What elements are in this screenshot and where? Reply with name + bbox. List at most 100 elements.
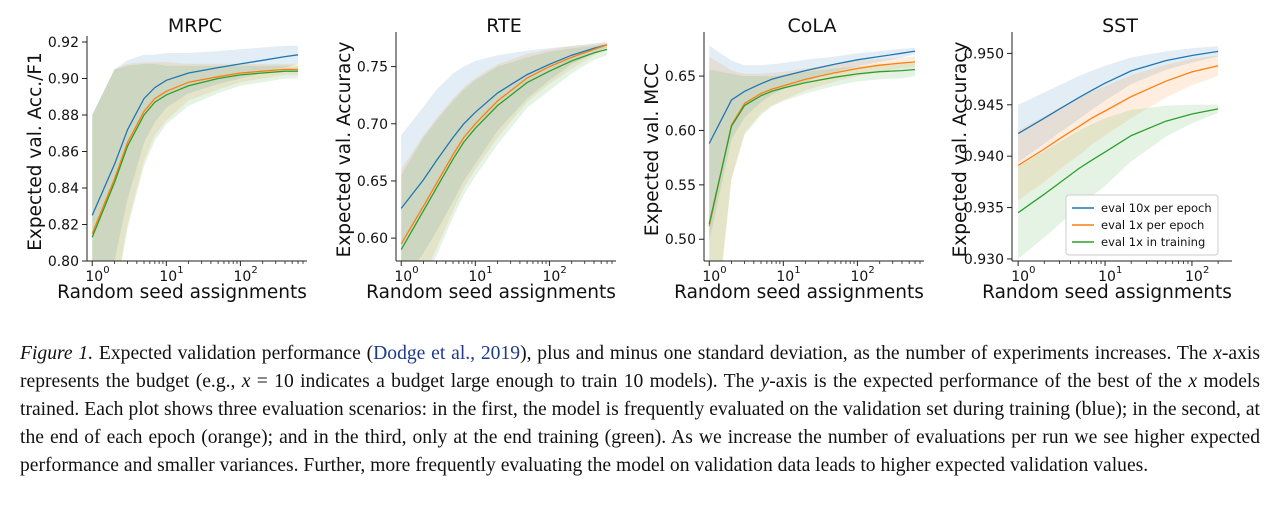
x-axis-label: Random seed assignments	[674, 282, 924, 303]
figure-label: Figure 1.	[20, 343, 94, 364]
y-tick-label: 0.935	[964, 201, 1004, 217]
caption-text-6: models trained. Each plot shows three ev…	[20, 371, 1260, 476]
y-tick-label: 0.930	[964, 252, 1004, 268]
y-tick-label: 0.940	[964, 149, 1004, 165]
y-axis-label: Expected val. Acc./F1	[25, 52, 46, 251]
std-band-2	[401, 43, 607, 261]
x-axis-label: Random seed assignments	[366, 282, 616, 303]
citation-link[interactable]: Dodge et al., 2019	[373, 343, 521, 364]
x-tick-exponent: 1	[486, 265, 492, 276]
x-tick-exponent: 0	[1029, 265, 1035, 276]
series-line-2	[708, 68, 916, 225]
std-band-0	[709, 45, 915, 242]
legend-label-1: eval 1x per epoch	[1101, 218, 1204, 232]
std-band-1	[709, 56, 915, 261]
y-axis-label: Expected val. Accuracy	[334, 42, 355, 258]
x-tick-exponent: 0	[412, 265, 418, 276]
y-tick-label: 0.84	[48, 181, 79, 197]
caption-var-y: y	[760, 371, 770, 392]
caption-var-x2: x	[241, 371, 251, 392]
series-line-1	[1017, 65, 1219, 166]
plot-area	[708, 45, 916, 261]
series-line-0	[400, 44, 608, 209]
caption-var-x: x	[1213, 343, 1222, 364]
x-tick-exponent: 2	[868, 265, 874, 276]
chart-title: RTE	[486, 15, 521, 37]
y-tick-label: 0.86	[48, 145, 79, 161]
series-line-2	[91, 70, 298, 238]
y-tick-label: 0.60	[665, 123, 696, 139]
x-axis-label: Random seed assignments	[57, 282, 307, 303]
x-tick-label: 10	[1185, 269, 1203, 285]
figure-caption: Figure 1. Expected validation performanc…	[20, 340, 1260, 480]
series-line-0	[91, 54, 299, 216]
x-tick-label: 10	[1098, 269, 1116, 285]
series-line-1	[708, 61, 916, 227]
chart-title: MRPC	[168, 15, 222, 37]
x-tick-label: 10	[776, 269, 794, 285]
series-line-2	[1017, 108, 1219, 214]
chart-title: SST	[1102, 15, 1138, 37]
series-line-0	[708, 50, 916, 144]
x-tick-exponent: 1	[1116, 265, 1122, 276]
caption-text-4: = 10 indicates a budget large enough to …	[250, 371, 761, 392]
x-tick-label: 10	[394, 269, 412, 285]
std-band-2	[709, 63, 915, 261]
legend-box	[1065, 194, 1219, 256]
y-tick-label: 0.65	[357, 174, 388, 190]
caption-var-x3: x	[1188, 371, 1198, 392]
plot-area	[1017, 46, 1219, 259]
x-tick-label: 10	[233, 269, 251, 285]
y-axis-label: Expected val. Accuracy	[950, 42, 971, 258]
x-tick-label: 10	[159, 269, 177, 285]
caption-text-2: ), plus and minus one standard deviation…	[520, 343, 1214, 364]
x-axis-label: Random seed assignments	[982, 282, 1232, 303]
y-tick-label: 0.65	[665, 69, 696, 85]
y-tick-label: 0.60	[357, 231, 388, 247]
series-line-1	[400, 44, 608, 245]
chart-title: CoLA	[788, 15, 837, 37]
y-tick-label: 0.90	[48, 72, 79, 88]
y-tick-label: 0.945	[964, 98, 1004, 114]
series-line-2	[400, 48, 608, 250]
y-tick-label: 0.50	[665, 232, 696, 248]
legend-label-2: eval 1x in training	[1101, 235, 1205, 249]
x-tick-label: 10	[702, 269, 720, 285]
series-line-1	[91, 68, 298, 234]
y-tick-label: 0.82	[48, 218, 79, 234]
legend: eval 10x per epoch eval 1x per epoch eval …	[1065, 194, 1219, 256]
std-band-1	[401, 41, 607, 261]
x-tick-exponent: 1	[177, 265, 183, 276]
x-tick-exponent: 2	[251, 265, 257, 276]
x-tick-exponent: 1	[794, 265, 800, 276]
y-tick-label: 0.88	[48, 108, 79, 124]
y-tick-label: 0.92	[48, 35, 79, 51]
std-band-2	[1018, 104, 1219, 259]
caption-text-1: Expected validation performance (	[93, 343, 374, 364]
x-tick-label: 10	[850, 269, 868, 285]
y-tick-label: 0.55	[665, 178, 696, 194]
x-tick-label: 10	[1011, 269, 1029, 285]
x-tick-label: 10	[468, 269, 486, 285]
std-band-1	[1018, 55, 1219, 201]
y-tick-label: 0.950	[964, 46, 1004, 62]
std-band-0	[401, 42, 607, 261]
y-tick-label: 0.70	[357, 117, 388, 133]
series-line-0	[1017, 50, 1219, 135]
caption-text-3: -axis represents the budget (e.g.,	[20, 343, 1260, 392]
caption-text-5: -axis is the expected performance of the…	[769, 371, 1189, 392]
legend-label-0: eval 10x per epoch	[1101, 201, 1212, 215]
plot-area	[400, 41, 608, 261]
x-tick-exponent: 0	[720, 265, 726, 276]
std-band-0	[1018, 46, 1219, 163]
x-tick-label: 10	[542, 269, 560, 285]
x-tick-exponent: 2	[560, 265, 566, 276]
x-tick-label: 10	[85, 269, 103, 285]
plot-area	[91, 45, 299, 261]
y-tick-label: 0.80	[48, 254, 79, 270]
